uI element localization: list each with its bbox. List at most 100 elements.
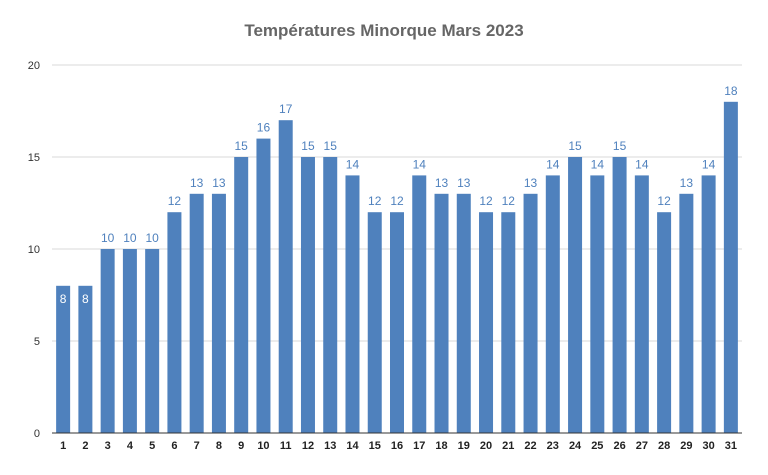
x-tick-label: 6 xyxy=(171,440,177,452)
data-label: 13 xyxy=(435,176,449,190)
bar xyxy=(434,193,449,433)
y-tick-label: 10 xyxy=(28,244,40,256)
bar xyxy=(345,175,360,433)
x-tick-label: 29 xyxy=(680,440,692,452)
chart-title: Températures Minorque Mars 2023 xyxy=(244,21,524,40)
x-tick-label: 7 xyxy=(194,440,200,452)
data-label: 13 xyxy=(212,176,226,190)
x-tick-label: 4 xyxy=(127,440,134,452)
bar xyxy=(412,175,427,433)
data-label: 15 xyxy=(613,139,627,153)
x-tick-label: 13 xyxy=(324,440,336,452)
bar xyxy=(100,249,115,433)
bar xyxy=(189,193,204,433)
x-tick-label: 12 xyxy=(302,440,314,452)
y-tick-label: 0 xyxy=(34,428,40,440)
bar xyxy=(211,193,226,433)
data-label: 12 xyxy=(502,194,516,208)
bar xyxy=(679,193,694,433)
data-label: 17 xyxy=(279,102,293,116)
x-tick-label: 21 xyxy=(502,440,514,452)
bar xyxy=(634,175,649,433)
data-label: 10 xyxy=(123,231,137,245)
y-tick-label: 20 xyxy=(28,60,40,72)
data-label: 10 xyxy=(101,231,115,245)
x-tick-label: 25 xyxy=(591,440,603,452)
bar xyxy=(167,212,182,433)
data-label: 10 xyxy=(145,231,159,245)
x-tick-label: 3 xyxy=(105,440,111,452)
bar xyxy=(612,157,627,433)
bar xyxy=(234,157,249,433)
y-tick-label: 5 xyxy=(34,336,40,348)
bar xyxy=(456,193,471,433)
x-tick-label: 10 xyxy=(257,440,269,452)
data-label: 15 xyxy=(324,139,338,153)
x-tick-label: 11 xyxy=(280,440,292,452)
bar xyxy=(390,212,404,433)
data-label: 14 xyxy=(702,157,716,171)
x-tick-label: 24 xyxy=(569,440,582,452)
data-label: 16 xyxy=(257,121,271,135)
data-label: 12 xyxy=(479,194,493,208)
x-tick-label: 23 xyxy=(547,440,559,452)
bar xyxy=(523,193,538,433)
bars xyxy=(56,101,738,434)
x-tick-label: 19 xyxy=(458,440,470,452)
data-label: 14 xyxy=(635,157,649,171)
bar xyxy=(122,249,137,433)
y-axis: 0 5 10 15 20 xyxy=(28,60,40,440)
x-tick-label: 20 xyxy=(480,440,492,452)
bar xyxy=(78,285,93,433)
bar xyxy=(323,157,338,433)
bar xyxy=(501,212,516,433)
data-label: 14 xyxy=(591,157,605,171)
bar xyxy=(300,157,315,433)
bar xyxy=(568,157,583,433)
data-label: 13 xyxy=(524,176,538,190)
x-tick-label: 17 xyxy=(413,440,425,452)
bar xyxy=(278,120,293,433)
x-axis: 1 2 3 4 5 6 7 8 9 10 11 12 13 14 15 16 17 18 19 20 21 22 23 24 2… xyxy=(52,432,742,452)
x-tick-label: 5 xyxy=(149,440,155,452)
x-tick-label: 22 xyxy=(524,440,536,452)
data-label: 12 xyxy=(368,194,382,208)
bar xyxy=(479,212,494,433)
data-label: 14 xyxy=(546,157,560,171)
x-tick-label: 9 xyxy=(238,440,244,452)
bar xyxy=(701,175,716,433)
bar xyxy=(367,212,382,433)
x-tick-label: 27 xyxy=(636,440,648,452)
data-label: 14 xyxy=(413,157,427,171)
x-tick-label: 16 xyxy=(391,440,403,452)
data-label: 15 xyxy=(568,139,582,153)
x-tick-label: 26 xyxy=(613,440,625,452)
bar xyxy=(256,138,271,433)
data-label: 13 xyxy=(190,176,204,190)
x-tick-label: 14 xyxy=(346,440,359,452)
data-label: 8 xyxy=(82,292,89,306)
x-tick-label: 1 xyxy=(60,440,66,452)
x-tick-label: 2 xyxy=(82,440,88,452)
x-tick-label: 31 xyxy=(725,440,737,452)
x-tick-label: 18 xyxy=(435,440,447,452)
x-tick-label: 30 xyxy=(702,440,714,452)
bar xyxy=(56,285,71,433)
bar xyxy=(590,175,605,433)
bar xyxy=(723,101,738,434)
data-label: 13 xyxy=(680,176,694,190)
data-label: 12 xyxy=(657,194,671,208)
data-label: 18 xyxy=(724,84,738,98)
data-label: 12 xyxy=(168,194,182,208)
data-label: 15 xyxy=(301,139,315,153)
x-tick-label: 15 xyxy=(369,440,381,452)
data-label: 12 xyxy=(390,194,404,208)
x-tick-label: 8 xyxy=(216,440,222,452)
data-label: 8 xyxy=(60,292,67,306)
bar xyxy=(545,175,560,433)
y-tick-label: 15 xyxy=(28,152,40,164)
bar xyxy=(145,249,160,433)
bar xyxy=(657,212,672,433)
